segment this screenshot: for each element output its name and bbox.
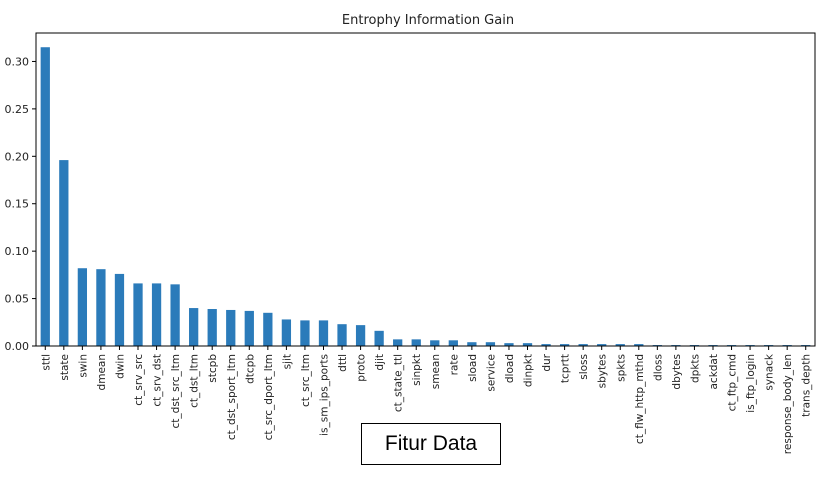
x-tick-label: stcpb [207,354,219,383]
x-tick-label: dur [541,353,553,371]
bar-ct-src-ltm [300,320,310,346]
y-tick-label: 0.15 [5,198,30,211]
bar-ct-srv-dst [151,283,162,346]
bar-sinpkt [411,339,421,346]
x-tick-label: ct_src_dport_ltm [263,354,275,440]
x-tick-label: ct_srv_src [133,354,145,406]
x-tick-label: dtcpb [244,354,256,384]
bar-ct-flw-http-mthd [634,344,644,346]
y-axis: 0.00 0.05 0.10 0.15 0.20 0.25 0.30 [5,55,36,353]
plot-frame [35,32,816,347]
x-tick-label: sjit [281,354,293,369]
x-tick-label: dload [504,354,516,383]
chart-title: Entrophy Information Gain [342,13,514,28]
bar-stcpb [207,309,217,346]
bars [40,47,811,347]
bar-dur [541,344,551,346]
x-tick-label: is_ftp_login [745,354,757,413]
x-tick-label: dpkts [689,354,701,383]
bar-sbytes [597,344,607,346]
bar-smean [430,340,440,346]
x-tick-label: sloss [578,354,590,380]
bar-djit [374,330,384,346]
bar-ct-dst-src-ltm [170,284,180,346]
bar-ct-src-dport-ltm [263,312,273,346]
bar-sttl [40,47,50,347]
x-tick-label: tcprtt [560,354,572,383]
bar-spkts [615,344,625,346]
x-tick-label: rate [448,354,460,375]
bar-swin [77,268,88,346]
x-tick-label: smean [430,354,442,389]
x-tick-label: ct_state_ttl [393,354,405,412]
x-tick-label: is_sm_ips_ports [318,354,330,436]
bar-is-sm-ips-ports [318,320,329,346]
bar-tcprtt [559,344,570,346]
x-tick-label: dwin [114,354,126,379]
bar-dinpkt [522,343,533,346]
x-tick-label: ct_src_ltm [300,354,312,407]
x-tick-label: ct_ftp_cmd [727,354,739,411]
x-tick-label: ackdat [708,354,720,390]
y-tick-label: 0.00 [5,340,30,353]
x-axis: sttl state swin dmean dwin ct_srv_src ct_srv_d… [40,346,813,454]
x-tick-label: service [485,354,497,392]
bar-ct-dst-sport-ltm [226,309,236,346]
x-tick-label: trans_depth [801,354,813,417]
bar-ct-state-ttl [393,339,403,346]
x-tick-label: ct_dst_ltm [189,354,201,408]
bar-proto [355,325,366,346]
x-tick-label: djit [374,354,386,371]
y-tick-label: 0.05 [5,293,30,306]
x-tick-label: ct_dst_sport_ltm [226,354,238,440]
x-tick-label: sload [467,354,479,382]
y-tick-label: 0.30 [5,55,30,68]
x-tick-label: ct_srv_dst [152,354,164,407]
bar-sjit [281,319,292,346]
bar-dwin [114,273,125,346]
x-tick-label: dttl [337,354,349,372]
bar-rate [448,340,458,346]
bar-dmean [96,269,106,346]
y-tick-label: 0.10 [5,245,30,258]
bar-state [59,160,69,346]
x-tick-label: ct_flw_http_mthd [634,354,646,444]
x-tick-label: proto [356,354,368,382]
bar-dttl [337,324,347,346]
x-tick-label: synack [764,353,776,391]
x-axis-label: Fitur Data [361,423,501,465]
x-tick-label: dmean [96,354,108,390]
x-tick-label: dinpkt [523,354,535,387]
bar-sload [467,342,477,346]
bar-ct-srv-src [133,283,143,346]
y-tick-label: 0.20 [5,150,30,163]
x-tick-label: dbytes [671,354,683,390]
x-tick-label: sbytes [597,354,609,388]
x-tick-label: response_body_len [782,354,794,454]
x-tick-label: state [59,354,71,381]
x-tick-label: sinpkt [411,354,423,386]
x-tick-label: sttl [40,354,52,371]
bar-dtcpb [244,310,254,346]
bar-sloss [578,344,588,346]
x-tick-label: swin [77,354,89,378]
bar-service [485,342,496,346]
x-tick-label: ct_dst_src_ltm [170,354,182,428]
bar-ct-dst-ltm [189,308,199,346]
y-tick-label: 0.25 [5,103,30,116]
x-tick-label: spkts [615,354,627,382]
bar-dload [504,343,514,346]
x-tick-label: dloss [652,354,664,381]
